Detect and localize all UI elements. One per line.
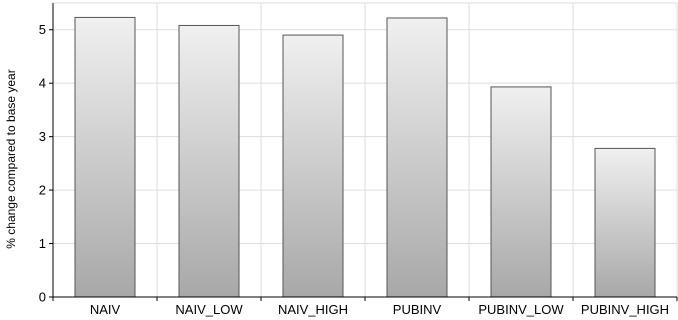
y-tick-label: 2 bbox=[39, 183, 46, 198]
bar-pubinv-low bbox=[490, 86, 552, 298]
bars bbox=[74, 16, 656, 298]
x-tick-label: NAIV_HIGH bbox=[278, 302, 348, 317]
axes bbox=[49, 3, 678, 301]
grid-lines bbox=[53, 2, 678, 297]
y-tick-label: 0 bbox=[39, 290, 46, 305]
x-tick-label: NAIV bbox=[90, 302, 121, 317]
bar-naiv-low bbox=[178, 24, 240, 298]
y-tick-label: 5 bbox=[39, 22, 46, 37]
y-axis-label: % change compared to base year bbox=[4, 69, 18, 248]
bar-naiv-high bbox=[282, 34, 344, 298]
labels: 0 1 2 3 4 5 NAIV NAIV_LOW NAIV_HIGH PUBINV PUBINV_… bbox=[39, 22, 669, 317]
bar-pubinv-high bbox=[594, 147, 656, 298]
y-tick-label: 4 bbox=[39, 76, 46, 91]
bar-pubinv bbox=[386, 17, 448, 298]
x-tick-label: PUBINV bbox=[393, 302, 442, 317]
y-tick-label: 3 bbox=[39, 129, 46, 144]
x-tick-label: PUBINV_LOW bbox=[478, 302, 564, 317]
bar-naiv bbox=[74, 16, 136, 298]
x-tick-label: PUBINV_HIGH bbox=[581, 302, 669, 317]
x-tick-label: NAIV_LOW bbox=[175, 302, 243, 317]
y-tick-label: 1 bbox=[39, 236, 46, 251]
